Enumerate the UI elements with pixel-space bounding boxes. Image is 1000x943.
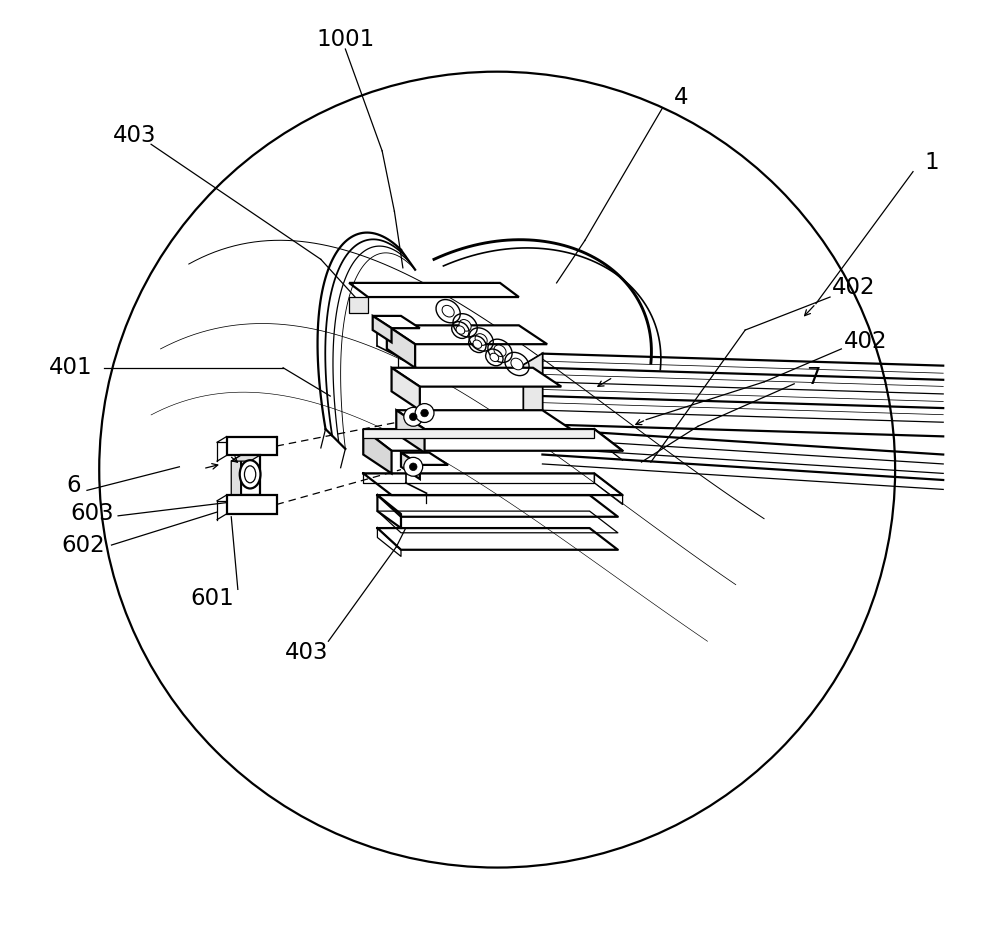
Text: 403: 403: [285, 641, 328, 664]
Circle shape: [421, 409, 428, 417]
Polygon shape: [396, 410, 425, 453]
Circle shape: [404, 457, 423, 476]
Polygon shape: [387, 325, 547, 344]
Ellipse shape: [511, 358, 523, 370]
Text: 602: 602: [61, 534, 105, 556]
Polygon shape: [231, 455, 241, 501]
Ellipse shape: [475, 334, 487, 345]
Circle shape: [404, 407, 423, 426]
Ellipse shape: [473, 340, 482, 348]
Text: 1001: 1001: [316, 28, 374, 51]
Polygon shape: [231, 455, 260, 461]
Text: 6: 6: [66, 474, 81, 497]
Text: 402: 402: [832, 276, 875, 299]
Circle shape: [409, 463, 417, 471]
Polygon shape: [363, 429, 392, 473]
Text: 601: 601: [191, 587, 234, 610]
Polygon shape: [396, 410, 571, 429]
Polygon shape: [387, 325, 415, 368]
Text: 402: 402: [844, 330, 888, 353]
Polygon shape: [401, 453, 420, 479]
Polygon shape: [373, 316, 392, 342]
Polygon shape: [392, 368, 561, 387]
Polygon shape: [349, 283, 519, 297]
Circle shape: [409, 413, 417, 421]
Polygon shape: [524, 354, 542, 434]
Text: 1: 1: [925, 151, 939, 174]
Polygon shape: [524, 354, 542, 434]
Text: 7: 7: [806, 366, 820, 389]
Ellipse shape: [442, 306, 454, 317]
Polygon shape: [227, 495, 277, 514]
Text: 403: 403: [113, 124, 157, 147]
Polygon shape: [392, 368, 420, 410]
Ellipse shape: [456, 326, 465, 334]
Ellipse shape: [459, 320, 471, 331]
Text: 401: 401: [49, 356, 93, 379]
Polygon shape: [363, 429, 594, 438]
Text: 4: 4: [674, 86, 688, 108]
Polygon shape: [227, 437, 277, 455]
Ellipse shape: [240, 460, 260, 488]
Polygon shape: [349, 297, 368, 313]
Polygon shape: [241, 455, 260, 495]
Circle shape: [415, 404, 434, 422]
Text: 603: 603: [71, 503, 114, 525]
Polygon shape: [373, 316, 420, 328]
Ellipse shape: [494, 345, 506, 356]
Polygon shape: [401, 453, 448, 465]
Ellipse shape: [490, 354, 499, 361]
Polygon shape: [363, 429, 623, 451]
